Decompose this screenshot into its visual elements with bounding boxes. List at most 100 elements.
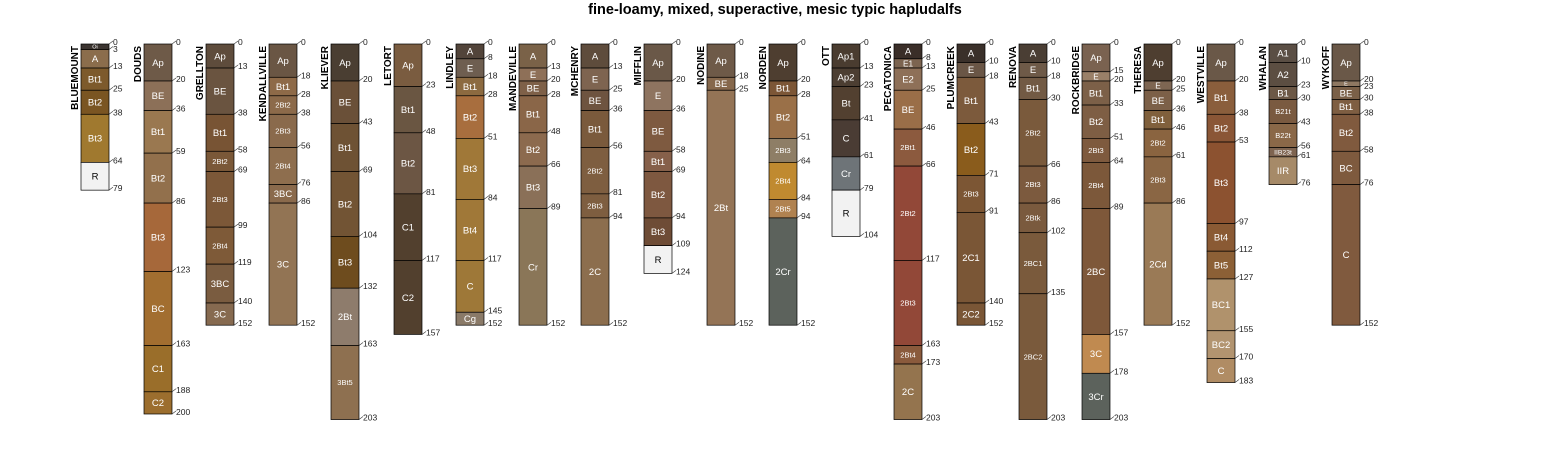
depth-label: 127 bbox=[1239, 272, 1253, 282]
horizon-block bbox=[393, 193, 423, 261]
horizon-block bbox=[143, 271, 173, 346]
horizon-block bbox=[1206, 113, 1236, 143]
horizon-block bbox=[1206, 141, 1236, 224]
horizon-label: 2Bt2 bbox=[275, 101, 290, 110]
depth-label: 20 bbox=[1114, 74, 1124, 84]
horizon-block bbox=[768, 217, 798, 326]
depth-tick bbox=[108, 46, 114, 50]
depth-tick bbox=[296, 144, 302, 148]
horizon-block bbox=[205, 113, 235, 152]
depth-label: 58 bbox=[238, 144, 248, 154]
depth-tick bbox=[1109, 331, 1115, 335]
depth-tick bbox=[1046, 74, 1052, 78]
horizon-label: Bt1 bbox=[1339, 102, 1353, 113]
horizon-label: 2C2 bbox=[962, 309, 979, 320]
depth-tick bbox=[483, 92, 489, 97]
depth-tick bbox=[859, 83, 865, 87]
depth-tick bbox=[358, 416, 364, 420]
horizon-label: 2BC1 bbox=[1024, 259, 1043, 268]
depth-label: 20 bbox=[676, 74, 686, 84]
horizon-label: Bt2 bbox=[463, 112, 477, 123]
depth-tick bbox=[546, 64, 552, 69]
depth-label: 28 bbox=[301, 89, 311, 99]
depth-tick bbox=[233, 40, 239, 45]
depth-tick bbox=[1171, 87, 1177, 91]
horizon-block bbox=[1081, 162, 1111, 209]
depth-tick bbox=[671, 270, 677, 274]
horizon-block bbox=[143, 152, 173, 204]
depth-label: 76 bbox=[301, 178, 311, 188]
horizon-label: Bt2 bbox=[338, 199, 352, 210]
depth-label: 51 bbox=[488, 131, 498, 141]
horizon-label: 2Cr bbox=[775, 267, 790, 278]
horizon-label: Bt1 bbox=[1089, 88, 1103, 99]
horizon-label: Bt2 bbox=[651, 190, 665, 201]
depth-tick bbox=[1171, 77, 1177, 82]
depth-label: 86 bbox=[301, 196, 311, 206]
horizon-block bbox=[518, 165, 548, 210]
depth-label: 152 bbox=[739, 318, 753, 328]
horizon-label: 2Bt2 bbox=[587, 166, 602, 175]
depth-tick bbox=[859, 116, 865, 121]
depth-tick bbox=[608, 107, 614, 111]
horizon-label: Bt1 bbox=[1026, 84, 1040, 95]
depth-tick bbox=[233, 148, 239, 152]
depth-tick bbox=[1359, 83, 1365, 87]
depth-label: 97 bbox=[1239, 216, 1249, 226]
depth-tick bbox=[984, 120, 990, 124]
depth-label: 20 bbox=[801, 74, 811, 84]
horizon-block bbox=[455, 311, 485, 326]
depth-tick bbox=[671, 77, 677, 82]
depth-label: 140 bbox=[238, 296, 252, 306]
depth-tick bbox=[1046, 199, 1052, 204]
soil-profile: Ap BE Bt1 2Bt2 2Bt3 2Bt4 3BC 3C 0 13 38 58 69 99 119 14… bbox=[195, 37, 252, 328]
horizon-label: Bt2 bbox=[88, 98, 102, 109]
horizon-block bbox=[1018, 293, 1048, 420]
depth-label: 13 bbox=[113, 61, 123, 71]
horizon-block bbox=[956, 123, 986, 176]
depth-label: 56 bbox=[613, 141, 623, 151]
depth-tick bbox=[796, 92, 802, 97]
depth-tick bbox=[608, 64, 614, 69]
horizon-block bbox=[1018, 99, 1048, 167]
depth-label: 38 bbox=[301, 107, 311, 117]
depth-label: 20 bbox=[176, 74, 186, 84]
depth-tick bbox=[296, 74, 302, 78]
depth-tick bbox=[546, 129, 552, 134]
depth-label: 25 bbox=[613, 83, 623, 93]
horizon-block bbox=[643, 171, 673, 219]
depth-label: 15 bbox=[1114, 65, 1124, 75]
horizon-label: Ap2 bbox=[838, 73, 855, 84]
depth-tick bbox=[608, 214, 614, 219]
horizon-label: E bbox=[1155, 82, 1161, 91]
soil-profile: Ap1 Ap2 Bt C Cr R 0 13 23 41 61 79 104 OTT bbox=[821, 37, 878, 239]
depth-label: 0 bbox=[1364, 37, 1369, 47]
depth-label: 53 bbox=[1239, 135, 1249, 145]
depth-label: 132 bbox=[363, 281, 377, 291]
depth-tick bbox=[984, 209, 990, 213]
horizon-label: 2C bbox=[589, 267, 601, 278]
depth-tick bbox=[358, 284, 364, 289]
horizon-block bbox=[580, 43, 610, 69]
depth-label: 20 bbox=[363, 74, 373, 84]
depth-tick bbox=[1296, 144, 1302, 148]
depth-tick bbox=[796, 40, 802, 45]
depth-tick bbox=[1171, 321, 1177, 326]
horizon-block bbox=[1143, 43, 1173, 82]
horizon-block bbox=[893, 260, 923, 346]
depth-tick bbox=[921, 360, 927, 365]
horizon-block bbox=[1206, 43, 1236, 82]
depth-tick bbox=[984, 74, 990, 78]
depth-label: 10 bbox=[1301, 56, 1311, 66]
horizon-label: B1 bbox=[1277, 88, 1289, 99]
horizon-block bbox=[268, 202, 298, 326]
horizon-block bbox=[1206, 80, 1236, 115]
depth-label: 8 bbox=[926, 52, 931, 62]
horizon-block bbox=[330, 171, 360, 237]
depth-label: 58 bbox=[676, 144, 686, 154]
depth-label: 152 bbox=[801, 318, 815, 328]
horizon-label: C bbox=[843, 134, 850, 145]
horizon-label: B22t bbox=[1275, 131, 1291, 140]
depth-tick bbox=[1046, 59, 1052, 63]
horizon-block bbox=[706, 43, 736, 78]
